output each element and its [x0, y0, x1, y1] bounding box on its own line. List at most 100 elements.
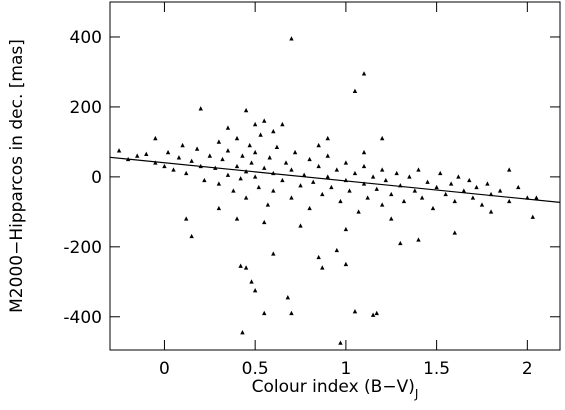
point	[234, 216, 240, 221]
point	[307, 156, 312, 162]
point	[334, 247, 340, 253]
point	[506, 167, 512, 172]
point	[316, 163, 321, 169]
point	[316, 142, 321, 148]
point	[292, 149, 298, 155]
fit-line	[109, 156, 561, 204]
point	[438, 170, 443, 176]
point	[352, 88, 358, 93]
point	[361, 71, 367, 76]
point	[256, 184, 261, 190]
point	[202, 177, 207, 183]
y-tick-label: -400	[63, 308, 102, 328]
point	[352, 170, 358, 176]
x-tick-label: 2	[522, 359, 533, 379]
point	[497, 188, 503, 193]
point	[394, 170, 399, 176]
point	[262, 165, 267, 170]
point	[153, 160, 158, 165]
x-tick-label: 0	[159, 359, 170, 379]
point	[280, 121, 285, 127]
point	[461, 188, 467, 193]
point	[216, 205, 222, 211]
point	[320, 191, 325, 197]
point	[347, 188, 352, 193]
point	[289, 195, 294, 200]
point	[135, 153, 140, 158]
point	[356, 209, 361, 214]
point	[452, 198, 457, 204]
point	[534, 195, 539, 200]
x-axis-label-main: Colour index (B−V)	[252, 377, 415, 397]
point	[285, 295, 291, 300]
point	[325, 153, 330, 158]
point	[401, 198, 407, 204]
point	[374, 310, 379, 316]
point	[189, 233, 194, 239]
point	[379, 202, 385, 207]
point	[338, 340, 343, 345]
point	[389, 191, 394, 197]
point	[352, 309, 358, 314]
point	[225, 172, 231, 177]
point	[434, 184, 439, 190]
point	[311, 179, 316, 184]
point	[283, 160, 289, 165]
point	[116, 148, 122, 153]
point	[325, 174, 330, 179]
point	[271, 188, 276, 193]
point	[361, 181, 367, 186]
point	[298, 183, 303, 188]
point	[374, 186, 379, 191]
point	[243, 195, 249, 200]
point	[216, 139, 222, 144]
x-axis-label: Colour index (B−V)J	[252, 377, 419, 401]
point	[307, 205, 312, 211]
point	[289, 310, 294, 316]
point	[238, 176, 243, 181]
point	[320, 265, 325, 270]
point	[267, 155, 272, 160]
plot-frame	[109, 1, 561, 351]
point	[240, 330, 245, 335]
x-tick-label: 1.5	[423, 359, 450, 379]
point	[247, 142, 252, 148]
point	[485, 181, 490, 186]
x-tick-label: 0.5	[242, 359, 269, 379]
point	[262, 219, 267, 225]
point	[365, 195, 370, 200]
point	[316, 254, 321, 260]
point	[252, 149, 258, 155]
point	[516, 184, 521, 190]
point	[240, 153, 245, 158]
point	[271, 128, 276, 134]
point	[474, 184, 479, 190]
point	[194, 146, 200, 151]
point	[329, 184, 334, 190]
point	[243, 265, 249, 270]
point	[479, 202, 485, 207]
point	[252, 288, 258, 293]
point	[165, 149, 171, 155]
point	[425, 179, 430, 184]
point	[343, 226, 349, 232]
point	[506, 198, 512, 204]
point	[234, 163, 240, 169]
point	[343, 261, 349, 267]
point	[265, 202, 271, 207]
point	[220, 156, 225, 162]
point	[412, 188, 418, 193]
point	[153, 135, 158, 141]
point	[370, 174, 376, 179]
point	[252, 174, 258, 179]
point	[289, 36, 294, 41]
point	[379, 135, 385, 141]
point	[243, 107, 249, 113]
y-tick-label: -200	[63, 238, 102, 258]
point	[231, 188, 236, 193]
point	[530, 214, 535, 219]
x-axis-label-sub: J	[414, 387, 419, 401]
point	[176, 155, 182, 160]
point	[262, 118, 267, 123]
